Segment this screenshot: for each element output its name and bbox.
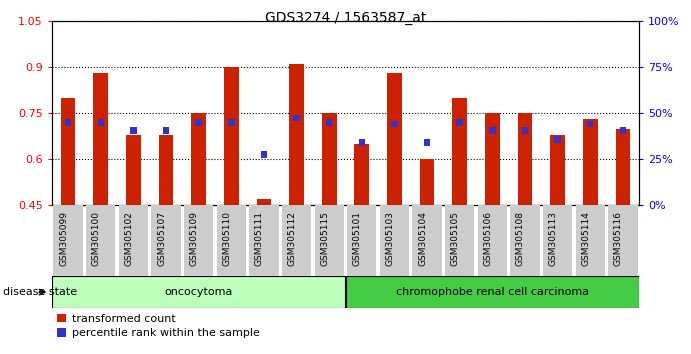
Text: GSM305111: GSM305111 — [255, 211, 264, 266]
Bar — [97, 119, 104, 126]
Bar — [387, 73, 401, 205]
Bar — [159, 135, 173, 205]
Bar — [354, 144, 369, 205]
Bar — [413, 205, 442, 276]
Text: oncocytoma: oncocytoma — [164, 287, 233, 297]
Bar — [554, 136, 561, 143]
Text: GSM305114: GSM305114 — [581, 211, 590, 266]
Text: GSM305104: GSM305104 — [418, 211, 427, 266]
Bar — [522, 127, 528, 133]
Bar — [282, 205, 311, 276]
Text: GSM305116: GSM305116 — [614, 211, 623, 266]
Bar — [196, 119, 202, 126]
Bar — [620, 127, 626, 133]
Bar — [216, 205, 246, 276]
Bar — [163, 127, 169, 133]
Bar — [86, 205, 115, 276]
Bar — [457, 119, 463, 126]
Bar — [550, 135, 565, 205]
Text: GSM305115: GSM305115 — [320, 211, 329, 266]
Bar — [256, 199, 272, 205]
Text: GSM305110: GSM305110 — [223, 211, 231, 266]
Bar — [543, 205, 572, 276]
Bar — [249, 205, 278, 276]
Bar — [510, 205, 540, 276]
Bar — [380, 205, 409, 276]
Bar — [65, 119, 71, 126]
Bar — [489, 127, 495, 133]
Bar — [346, 276, 639, 308]
Text: GSM305106: GSM305106 — [483, 211, 492, 266]
Bar — [419, 159, 435, 205]
Bar — [485, 113, 500, 205]
Bar — [445, 205, 475, 276]
Bar — [130, 127, 137, 133]
Bar — [359, 139, 365, 146]
Bar — [576, 205, 605, 276]
Text: GSM305113: GSM305113 — [549, 211, 558, 266]
Bar — [583, 119, 598, 205]
Bar — [52, 276, 346, 308]
Text: GSM305105: GSM305105 — [451, 211, 460, 266]
Bar — [616, 129, 630, 205]
Bar — [608, 205, 638, 276]
Text: GSM305108: GSM305108 — [516, 211, 525, 266]
Bar — [228, 119, 234, 126]
Text: GDS3274 / 1563587_at: GDS3274 / 1563587_at — [265, 11, 426, 25]
Bar — [477, 205, 507, 276]
Legend: transformed count, percentile rank within the sample: transformed count, percentile rank withi… — [57, 314, 260, 338]
Text: GSM305099: GSM305099 — [59, 211, 68, 266]
Text: GSM305109: GSM305109 — [189, 211, 198, 266]
Bar — [347, 205, 377, 276]
Bar — [587, 121, 594, 127]
Text: GSM305107: GSM305107 — [157, 211, 166, 266]
Text: GSM305102: GSM305102 — [124, 211, 133, 266]
Bar — [290, 64, 304, 205]
Bar — [53, 205, 83, 276]
Bar — [93, 73, 108, 205]
Text: GSM305112: GSM305112 — [287, 211, 296, 266]
Bar — [322, 113, 337, 205]
Text: chromophobe renal cell carcinoma: chromophobe renal cell carcinoma — [396, 287, 589, 297]
Bar — [453, 98, 467, 205]
Text: GSM305101: GSM305101 — [353, 211, 362, 266]
Bar — [293, 114, 300, 121]
Bar — [184, 205, 214, 276]
Bar — [391, 121, 398, 127]
Bar — [191, 113, 206, 205]
Bar — [224, 67, 238, 205]
Bar — [314, 205, 344, 276]
Bar — [326, 119, 332, 126]
Text: GSM305103: GSM305103 — [386, 211, 395, 266]
Text: GSM305100: GSM305100 — [92, 211, 101, 266]
Bar — [126, 135, 141, 205]
Bar — [61, 98, 75, 205]
Bar — [424, 139, 430, 146]
Text: disease state: disease state — [3, 287, 77, 297]
Bar — [151, 205, 181, 276]
Bar — [261, 151, 267, 158]
Bar — [518, 113, 532, 205]
Bar — [119, 205, 148, 276]
